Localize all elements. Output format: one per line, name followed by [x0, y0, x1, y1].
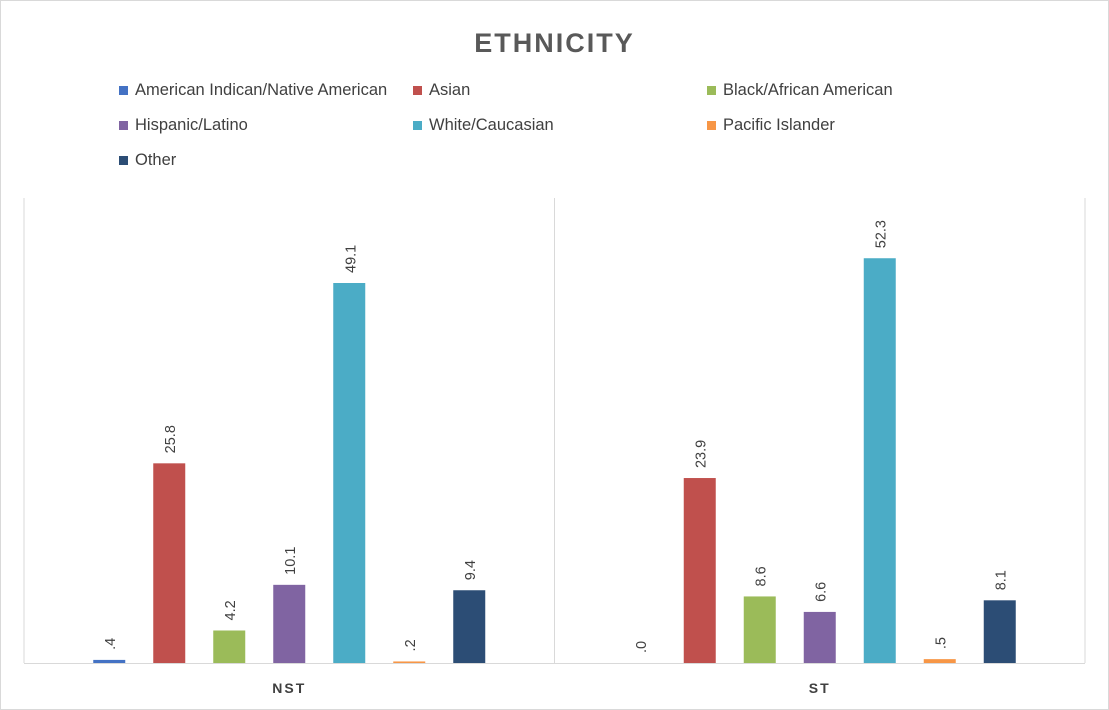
data-label: .0	[634, 641, 650, 653]
x-tick-label: ST	[809, 680, 831, 696]
legend-swatch	[707, 85, 716, 95]
chart-legend: American Indican/Native American Asian Bla…	[0, 0, 1109, 180]
legend-swatch	[119, 120, 128, 130]
legend-swatch	[413, 85, 422, 95]
legend-swatch	[119, 85, 128, 95]
x-tick-label: NST	[272, 680, 306, 696]
legend-item: American Indican/Native American	[119, 80, 387, 100]
legend-item: White/Caucasian	[413, 115, 554, 135]
data-label: .4	[103, 638, 119, 650]
bar	[743, 596, 776, 663]
bar	[683, 478, 716, 663]
legend-label: Hispanic/Latino	[135, 115, 248, 134]
data-label: .2	[403, 639, 419, 651]
data-label: 6.6	[814, 582, 830, 602]
legend-label: Other	[135, 150, 177, 169]
bar	[863, 258, 896, 663]
legend-item: Other	[119, 150, 176, 170]
legend-label: Black/African American	[723, 80, 893, 99]
legend-swatch	[413, 120, 422, 130]
data-label: 9.4	[463, 560, 479, 580]
legend-swatch	[119, 155, 128, 165]
data-label: 52.3	[874, 220, 890, 248]
legend-item: Hispanic/Latino	[119, 115, 248, 135]
legend-label: Pacific Islander	[723, 115, 835, 134]
bar	[803, 611, 836, 663]
bar	[153, 463, 186, 663]
legend-item: Pacific Islander	[707, 115, 835, 135]
data-label: 8.1	[994, 570, 1010, 590]
bar	[213, 630, 246, 663]
legend-item: Black/African American	[707, 80, 893, 100]
legend-label: Asian	[429, 80, 471, 99]
bar	[983, 600, 1016, 663]
data-label: 4.2	[223, 600, 239, 620]
bar	[393, 661, 426, 663]
data-label: .5	[934, 637, 950, 649]
bar	[273, 584, 306, 663]
bar	[93, 659, 126, 663]
data-label: 49.1	[343, 245, 359, 273]
bar	[333, 283, 366, 663]
legend-label: White/Caucasian	[429, 115, 554, 134]
data-label: 10.1	[283, 547, 299, 575]
bar	[453, 590, 486, 663]
bar	[923, 659, 956, 663]
legend-swatch	[707, 120, 716, 130]
data-label: 23.9	[694, 440, 710, 468]
chart-title: ETHNICITY	[474, 28, 635, 58]
legend-item: Asian	[413, 80, 470, 100]
data-label: 25.8	[163, 425, 179, 453]
legend-label: American Indican/Native American	[135, 80, 388, 99]
data-label: 8.6	[754, 566, 770, 586]
